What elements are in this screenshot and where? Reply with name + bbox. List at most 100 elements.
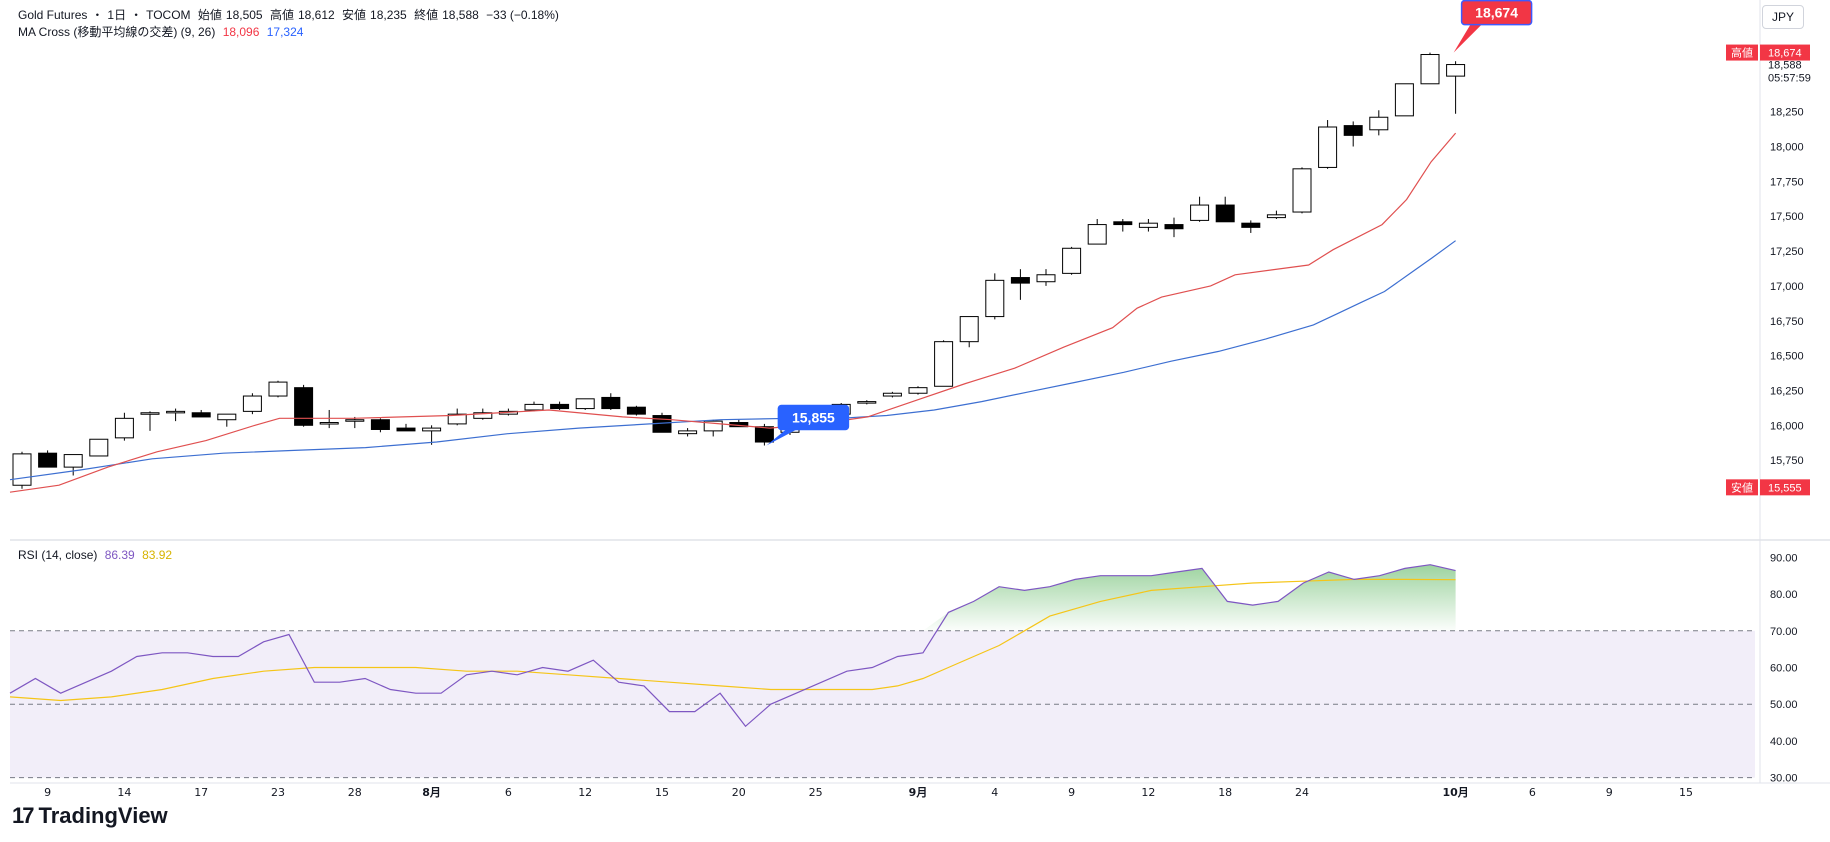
candle-body[interactable] bbox=[1138, 222, 1158, 228]
candle-body[interactable] bbox=[678, 430, 698, 435]
candle-body[interactable] bbox=[396, 427, 416, 432]
candle-body[interactable] bbox=[985, 279, 1005, 318]
candle-body[interactable] bbox=[959, 316, 979, 343]
price-axis-tick: 16,250 bbox=[1770, 385, 1804, 397]
candle-body[interactable] bbox=[1113, 221, 1133, 226]
change-value: −33 (−0.18%) bbox=[486, 8, 559, 22]
candle-body[interactable] bbox=[524, 403, 544, 411]
rsi-axis-tick: 90.00 bbox=[1770, 552, 1798, 564]
callout-box bbox=[1460, 0, 1533, 26]
candle-body[interactable] bbox=[601, 396, 621, 410]
tradingview-logo-icon: 17 bbox=[12, 803, 35, 828]
ma-fast-line bbox=[9, 132, 1457, 493]
candle-body[interactable] bbox=[1190, 204, 1210, 221]
tradingview-logo[interactable]: 17 TradingView bbox=[12, 803, 168, 829]
candle-body[interactable] bbox=[1292, 168, 1312, 213]
candle-body[interactable] bbox=[934, 341, 954, 387]
time-axis-tick: 8月 bbox=[422, 786, 441, 799]
axis-tag-label: 高値 bbox=[1731, 46, 1753, 60]
candle-body[interactable] bbox=[140, 412, 160, 415]
candle-body[interactable] bbox=[38, 452, 58, 468]
candle-body[interactable] bbox=[1420, 54, 1440, 85]
time-axis-tick: 17 bbox=[194, 786, 208, 799]
time-axis-tick: 15 bbox=[1679, 786, 1693, 799]
callout-pointer bbox=[1453, 22, 1484, 53]
candle-body[interactable] bbox=[1394, 83, 1414, 117]
low-callout[interactable]: 15,855 bbox=[766, 404, 850, 446]
candle-body[interactable] bbox=[473, 412, 493, 419]
candle-body[interactable] bbox=[1446, 64, 1466, 77]
candle-body[interactable] bbox=[1062, 247, 1082, 274]
rsi-legend[interactable]: RSI (14, close) 86.39 83.92 bbox=[18, 548, 176, 562]
candle-body[interactable] bbox=[166, 410, 186, 414]
candle-body[interactable] bbox=[882, 392, 902, 397]
ma-slow-value: 17,324 bbox=[266, 25, 304, 39]
candle-body[interactable] bbox=[575, 398, 595, 410]
candle-body[interactable] bbox=[754, 426, 774, 443]
currency-button[interactable]: JPY bbox=[1762, 5, 1804, 29]
axis-tag-value: 15,555 bbox=[1768, 482, 1802, 494]
price-axis-tick: 16,000 bbox=[1770, 420, 1804, 432]
rsi-overbought-fill bbox=[923, 564, 1456, 631]
candle-body[interactable] bbox=[268, 381, 288, 397]
time-axis-tick: 14 bbox=[117, 786, 131, 799]
brand-name: TradingView bbox=[38, 803, 168, 828]
candle-body[interactable] bbox=[294, 387, 314, 426]
candle-body[interactable] bbox=[908, 387, 928, 394]
callout-label: 18,674 bbox=[1475, 5, 1518, 21]
bar-countdown: 05:57:59 bbox=[1768, 73, 1811, 85]
candle-body[interactable] bbox=[191, 412, 211, 418]
exchange-label: TOCOM bbox=[146, 8, 191, 22]
close-value: 18,588 bbox=[442, 8, 479, 22]
high-label: 高値 bbox=[269, 8, 294, 22]
candle-body[interactable] bbox=[550, 403, 570, 410]
time-axis-tick: 15 bbox=[655, 786, 669, 799]
axis-tag-value-box bbox=[1760, 479, 1810, 496]
candle-body[interactable] bbox=[89, 438, 109, 457]
candle-body[interactable] bbox=[1241, 222, 1261, 228]
rsi-axis-tick: 80.00 bbox=[1770, 589, 1798, 601]
candle-body[interactable] bbox=[626, 406, 646, 415]
candle-body[interactable] bbox=[1036, 274, 1056, 283]
candle-body[interactable] bbox=[217, 413, 237, 421]
high-callout[interactable]: 18,674 bbox=[1453, 0, 1533, 53]
ma-name: MA Cross (移動平均線の交差) (9, 26) bbox=[18, 25, 216, 39]
candle-body[interactable] bbox=[703, 420, 723, 432]
low-value: 18,235 bbox=[370, 8, 407, 22]
ma-legend[interactable]: MA Cross (移動平均線の交差) (9, 26) 18,096 17,32… bbox=[18, 23, 307, 40]
candle-body[interactable] bbox=[370, 419, 390, 430]
candle-body[interactable] bbox=[1010, 277, 1030, 284]
candle-body[interactable] bbox=[447, 413, 467, 425]
candle-body[interactable] bbox=[114, 417, 134, 439]
candle-body[interactable] bbox=[1087, 224, 1107, 245]
candle-body[interactable] bbox=[1164, 224, 1184, 230]
axis-tag-value: 18,674 bbox=[1768, 48, 1802, 60]
candle-body[interactable] bbox=[12, 453, 32, 486]
axis-price-tag: 高値 18,674 bbox=[1726, 44, 1810, 61]
time-axis-tick: 10月 bbox=[1442, 786, 1468, 799]
candle-body[interactable] bbox=[1369, 116, 1389, 131]
ma-fast-value: 18,096 bbox=[222, 25, 260, 39]
candle-body[interactable] bbox=[422, 427, 442, 432]
candle-body[interactable] bbox=[319, 422, 339, 425]
candle-body[interactable] bbox=[1215, 204, 1235, 223]
time-axis-tick: 6 bbox=[1529, 786, 1536, 799]
time-axis-tick: 12 bbox=[578, 786, 592, 799]
candle-body[interactable] bbox=[63, 454, 83, 468]
candle-body[interactable] bbox=[345, 419, 365, 422]
candle-body[interactable] bbox=[857, 401, 877, 404]
rsi-axis-tick: 60.00 bbox=[1770, 663, 1798, 675]
candle-body[interactable] bbox=[1343, 125, 1363, 136]
candle-body[interactable] bbox=[242, 395, 262, 412]
candle-body[interactable] bbox=[1266, 214, 1286, 219]
rsi-axis-tick: 50.00 bbox=[1770, 699, 1798, 711]
candle-body[interactable] bbox=[1318, 126, 1338, 168]
time-axis-tick: 25 bbox=[809, 786, 823, 799]
time-axis-tick: 12 bbox=[1141, 786, 1155, 799]
axis-price-tag: 安値 15,555 bbox=[1726, 479, 1810, 496]
price-axis-tick: 17,750 bbox=[1770, 176, 1804, 188]
interval-label[interactable]: 1日 bbox=[107, 8, 127, 22]
symbol-name[interactable]: Gold Futures bbox=[18, 8, 88, 22]
ma-slow-line bbox=[9, 240, 1456, 481]
